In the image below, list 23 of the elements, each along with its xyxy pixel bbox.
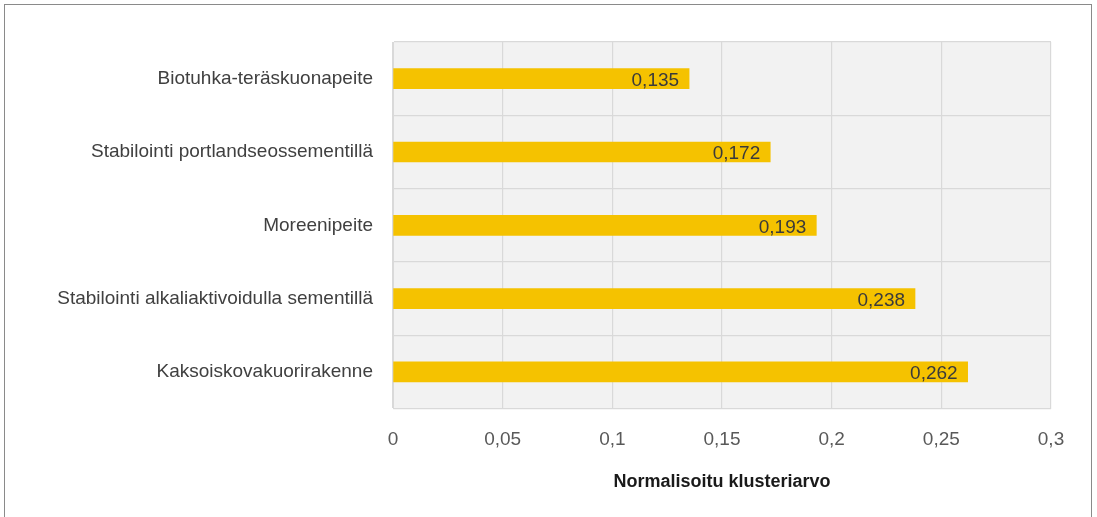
x-tick-label: 0,2 — [818, 428, 845, 450]
bar — [393, 361, 968, 383]
data-label: 0,193 — [758, 215, 807, 237]
y-tick-label: Moreenipeite — [263, 213, 373, 235]
bar — [393, 68, 690, 89]
bar — [393, 288, 916, 309]
y-tick-label: Stabilointi portlandseossementillä — [91, 140, 374, 162]
x-tick-label: 0,3 — [1037, 428, 1065, 450]
x-tick-label: 0,15 — [703, 428, 741, 450]
x-tick-label: 0 — [387, 428, 399, 450]
data-label: 0,135 — [631, 68, 680, 90]
data-label: 0,172 — [712, 142, 761, 164]
y-tick-label: Biotuhka-teräskuonapeite — [157, 66, 373, 88]
x-tick-label: 0,05 — [484, 428, 522, 450]
bar — [393, 214, 817, 236]
bar — [393, 141, 771, 163]
x-tick-label: 0,25 — [922, 428, 960, 450]
x-tick-label: 0,1 — [599, 428, 626, 450]
y-tick-label: Kaksoiskovakuorirakenne — [156, 360, 373, 382]
x-axis-title: Normalisoitu klusteriarvo — [613, 471, 831, 492]
data-label: 0,238 — [857, 288, 906, 310]
data-label: 0,262 — [910, 362, 958, 384]
y-tick-label: Stabilointi alkaliaktivoidulla sementillä — [57, 286, 374, 308]
